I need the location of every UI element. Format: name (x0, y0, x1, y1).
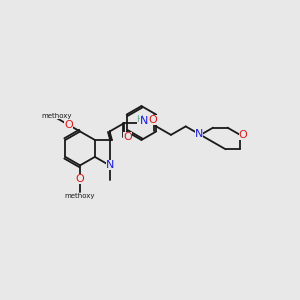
Text: methoxy: methoxy (65, 193, 95, 199)
Text: N: N (195, 129, 203, 139)
Text: H: H (136, 115, 143, 124)
Text: O: O (123, 132, 132, 142)
Text: O: O (239, 130, 248, 140)
Text: N: N (140, 116, 149, 127)
Text: O: O (76, 174, 85, 184)
Text: O: O (148, 116, 157, 125)
Text: N: N (106, 160, 115, 170)
Text: O: O (64, 120, 73, 130)
Text: methoxy: methoxy (41, 113, 72, 119)
